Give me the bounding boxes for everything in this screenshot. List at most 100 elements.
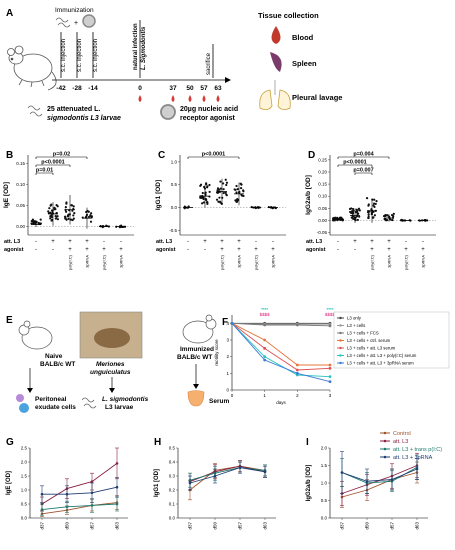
data-point [366,197,368,199]
y-tick-label: 0.5 [169,446,176,451]
data-point [373,206,375,208]
y-tick-label: 0.5 [321,498,328,503]
agonist-sign: + [85,247,89,253]
day-label: -28 [72,85,82,92]
x-tick-label: d57 [238,522,243,530]
agonist-name: 3pRNA [237,255,242,268]
att-l3-sign: + [353,239,357,245]
att-l3-sign: - [120,239,122,245]
y-axis-label: IgG1 [OD] [155,180,162,210]
att-l3-sign: + [68,239,72,245]
row-label-att-l3: att. L3 [306,239,322,245]
att-l3-sign: - [272,239,274,245]
series-point [91,492,94,495]
data-point [357,219,359,221]
data-point [90,212,92,214]
series-point [263,324,266,327]
data-point [372,216,374,218]
naive-label: Naive [45,353,63,360]
data-point [375,200,377,202]
data-point [89,214,91,216]
panel-e: E Naive BALB/c WT Peritoneal exudate cel… [6,312,229,413]
legend-marker [384,456,387,459]
agonist-sign: + [271,247,275,253]
p-value: p<0.0001 [343,160,366,166]
data-point [40,219,42,221]
x-tick-label: d37 [340,522,345,530]
y-tick-label: 0.1 [169,502,176,507]
series-point [263,347,266,350]
day-label: 0 [138,85,142,92]
att-l3-sign: - [103,239,105,245]
y-tick-label: 0.15 [318,182,327,187]
panel-letter: B [6,150,13,161]
p-value: p=0.02 [53,152,70,158]
spleen-icon [270,52,282,72]
agonist-sign: + [387,247,391,253]
natural-infection-label: natural infection [133,23,139,70]
x-tick-label: d50 [365,522,370,530]
series-point [41,508,44,511]
agonist-name: 3pRNA [85,255,90,268]
series-point [296,364,299,367]
data-point [203,201,205,203]
y-tick-label: 4 [226,321,229,326]
y-axis-label: IgG2a/b [OD] [305,175,312,215]
y-axis-label: IgG1 [OD] [154,469,160,497]
y-tick-label: 0.5 [21,502,28,507]
series-point [231,322,234,325]
y-axis-label: IgG2a/b [OD] [306,465,312,502]
agonist-name: 3pRNA [387,255,392,268]
data-point [368,213,370,215]
lungs-icon [260,80,291,110]
data-point [65,211,67,213]
series-point [263,359,266,362]
larvae-note-line2: sigmodontis L3 larvae [47,115,121,122]
y-tick-label: 1 [226,371,229,376]
injection-label-3: s.c. injection [93,39,99,72]
data-point [374,214,376,216]
agonist-name: poly(I:C) [254,254,259,270]
y-tick-label: 0.05 [16,203,25,208]
data-point [371,199,373,201]
p-value: p=0.007 [353,168,373,174]
y-tick-label: 0.0 [321,516,328,521]
att-l3-sign: + [237,239,241,245]
att-l3-sign: + [220,239,224,245]
agonist-sign: + [370,247,374,253]
y-tick-label: 1.5 [321,463,328,468]
naive-strain: BALB/c WT [40,361,75,368]
legend-marker [339,332,341,334]
cell-icon [19,403,29,413]
tissue-pleural-lavage: Pleural lavage [292,93,342,102]
agonist-note-line2: receptor agonist [180,115,236,122]
sacrifice-label: sacrifice [206,52,212,75]
data-point [350,207,352,209]
agonist-name: poly(I:C) [68,254,73,270]
row-label-agonist: agonist [306,247,326,253]
y-tick-label: 1.0 [321,481,328,486]
data-point [57,218,59,220]
series-point [329,367,332,370]
larvae-icon-e [82,398,96,408]
data-point [73,212,75,214]
x-tick-label: d50 [213,522,218,530]
series-point [416,468,419,471]
agonist-sign: + [220,247,224,253]
y-tick-label: 1.5 [21,474,28,479]
agonist-sign: + [102,247,106,253]
data-point [54,208,56,210]
agonist-sign: + [68,247,72,253]
series-point [66,506,69,509]
plus-sign: + [74,20,78,27]
larvae-note-line1: 25 attenuated L. [47,106,100,113]
y-axis-label: motility score [214,339,219,366]
y-tick-label: 0 [226,388,229,393]
data-point [349,211,351,213]
x-tick-label: d50 [65,522,70,530]
series-point [41,493,44,496]
legend-label: L3 + cells + FCS [347,331,379,336]
y-tick-label: 0.0 [169,516,176,521]
serum-label: Serum [209,398,229,405]
